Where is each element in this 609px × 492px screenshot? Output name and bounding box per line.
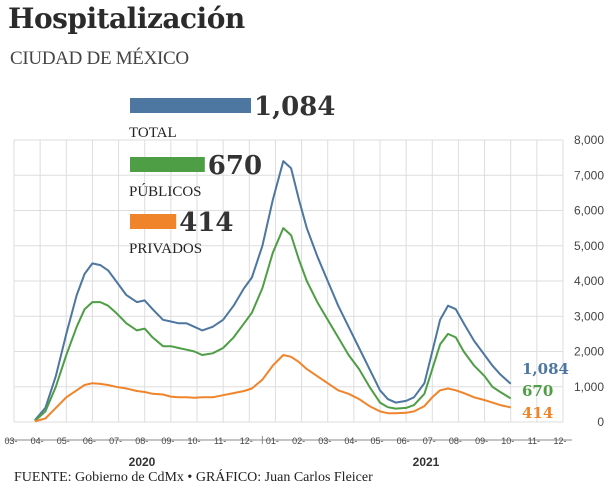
x-tick-label: 03- <box>318 436 331 446</box>
y-tick-label: 3,000 <box>574 309 604 323</box>
x-tick-label: 04- <box>344 436 357 446</box>
legend-value-publicos: 670 <box>208 151 262 181</box>
y-tick-label: 8,000 <box>574 133 604 147</box>
x-tick-label: 06- <box>397 436 410 446</box>
y-tick-label: 1,000 <box>574 380 604 394</box>
x-tick-label: 12- <box>240 436 253 446</box>
x-tick-label: 05- <box>370 436 383 446</box>
x-tick-label: 08- <box>135 436 148 446</box>
source-credit: FUENTE: Gobierno de CdMx • GRÁFICO: Juan… <box>14 470 373 485</box>
end-label-publicos: 670 <box>522 382 553 400</box>
y-tick-label: 7,000 <box>574 168 604 182</box>
series-line-privados <box>34 354 511 423</box>
legend-bar-total <box>130 98 251 113</box>
legend-label-publicos: PÚBLICOS <box>129 183 202 200</box>
x-tick-label: 07- <box>109 436 122 446</box>
y-tick-label: 4,000 <box>574 274 604 288</box>
x-tick-label: 01- <box>266 436 279 446</box>
legend-bar-privados <box>130 214 177 229</box>
x-tick-label: 10- <box>501 436 514 446</box>
x-tick-label: 10- <box>187 436 200 446</box>
chart-subtitle: CIUDAD DE MÉXICO <box>10 48 189 69</box>
legend-label-privados: PRIVADOS <box>129 241 202 257</box>
grid <box>13 139 564 423</box>
x-tick-label: 03- <box>4 436 17 446</box>
year-label-2021: 2021 <box>413 455 440 469</box>
legend-bar-publicos <box>130 157 205 172</box>
y-tick-label: 5,000 <box>574 239 604 253</box>
year-label-2020: 2020 <box>129 455 156 469</box>
legend-value-total: 1,084 <box>254 92 335 122</box>
y-tick-label: 2,000 <box>574 345 604 359</box>
x-tick-label: 09- <box>161 436 174 446</box>
y-tick-label: 6,000 <box>574 204 604 218</box>
end-label-total: 1,084 <box>522 360 569 378</box>
y-tick-label: 0 <box>597 415 604 429</box>
end-label-privados: 414 <box>522 404 553 422</box>
x-tick-label: 11- <box>528 436 540 446</box>
x-tick-label: 05- <box>57 436 70 446</box>
x-tick-label: 09- <box>475 436 488 446</box>
x-tick-label: 07- <box>423 436 436 446</box>
x-tick-label: 12- <box>553 436 566 446</box>
legend: 1,084 TOTAL 670 PÚBLICOS 414 PRIVADOS <box>129 92 335 257</box>
x-tick-label: 06- <box>83 436 96 446</box>
x-axis: 03- 04- 05- 06- 07- 08- 09- 10- 11- 12- 01- 02- 03- 0… <box>4 436 572 469</box>
y-axis: 0 1,000 2,000 3,000 4,000 5,000 6,000 7,000 8,00… <box>574 133 604 429</box>
x-tick-label: 11- <box>214 436 226 446</box>
series-line-total <box>34 160 512 421</box>
legend-value-privados: 414 <box>179 208 233 238</box>
x-tick-label: 08- <box>449 436 462 446</box>
legend-label-total: TOTAL <box>129 125 177 141</box>
chart-title: Hospitalización <box>8 2 245 35</box>
end-labels: 1,084 670 414 <box>522 360 569 422</box>
x-tick-label: 04- <box>31 436 44 446</box>
series-line-publicos <box>34 227 512 422</box>
series-lines <box>34 160 512 423</box>
x-tick-label: 02- <box>292 436 305 446</box>
